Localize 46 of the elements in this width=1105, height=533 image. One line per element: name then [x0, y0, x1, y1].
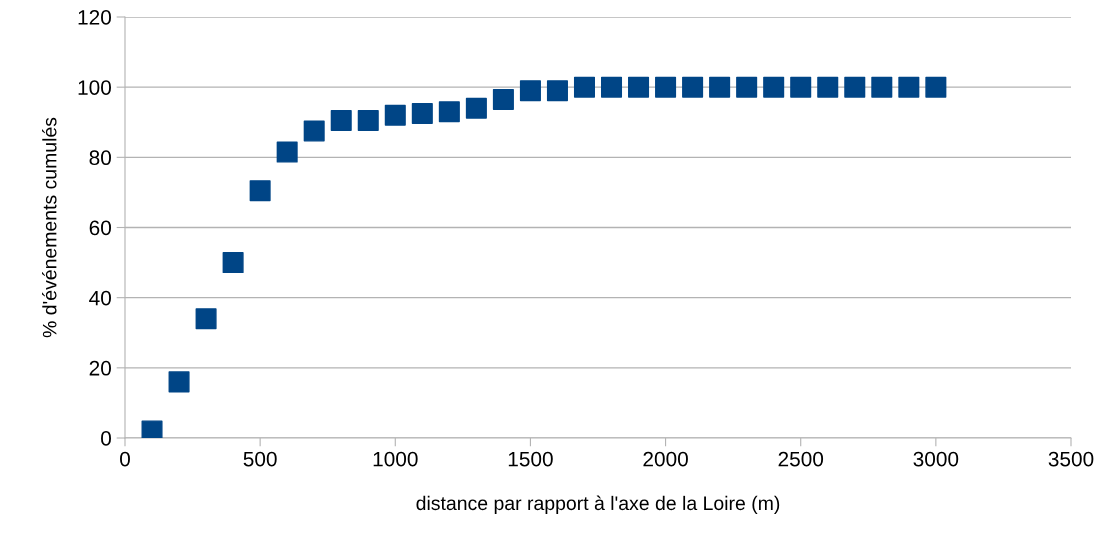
point [303, 120, 325, 142]
x-tick-label: 500 [243, 451, 277, 467]
y-tick-label: 0 [101, 431, 111, 446]
point [438, 101, 460, 123]
point [898, 76, 920, 98]
point [249, 180, 271, 202]
point [763, 76, 785, 98]
point [519, 80, 541, 102]
y-tick-label: 60 [89, 220, 111, 236]
x-tick-label: 1500 [508, 451, 553, 467]
y-tick-label: 100 [78, 80, 111, 95]
point [573, 76, 596, 98]
y-tick-label: 80 [89, 150, 111, 166]
y-axis-title: % d'événements cumulés [42, 117, 57, 338]
point [736, 76, 758, 98]
point [925, 76, 947, 98]
point [871, 76, 893, 98]
point [195, 308, 217, 330]
y-tick-label: 120 [78, 10, 111, 25]
point [790, 76, 812, 98]
point [492, 88, 514, 110]
point [628, 76, 650, 98]
point [357, 109, 379, 132]
x-tick-label: 0 [120, 451, 130, 467]
point [276, 141, 298, 163]
x-tick-label: 2000 [643, 451, 688, 467]
point [330, 109, 352, 132]
point [222, 252, 244, 274]
y-tick-label: 20 [89, 360, 111, 376]
x-tick-label: 1000 [373, 451, 418, 467]
point [600, 76, 623, 98]
point [168, 371, 190, 393]
x-tick-label: 3000 [913, 451, 959, 467]
point [709, 76, 731, 98]
point [384, 104, 406, 126]
point [844, 76, 866, 98]
x-tick-label: 2500 [778, 451, 824, 467]
x-axis-title: distance par rapport à l'axe de la Loire (m) [416, 495, 780, 514]
point [817, 76, 839, 98]
point [546, 80, 568, 102]
y-tick-label: 40 [89, 290, 111, 306]
point [682, 76, 704, 98]
point [465, 97, 487, 119]
point [655, 76, 677, 98]
point [411, 102, 433, 124]
x-tick-label: 3500 [1048, 451, 1094, 467]
